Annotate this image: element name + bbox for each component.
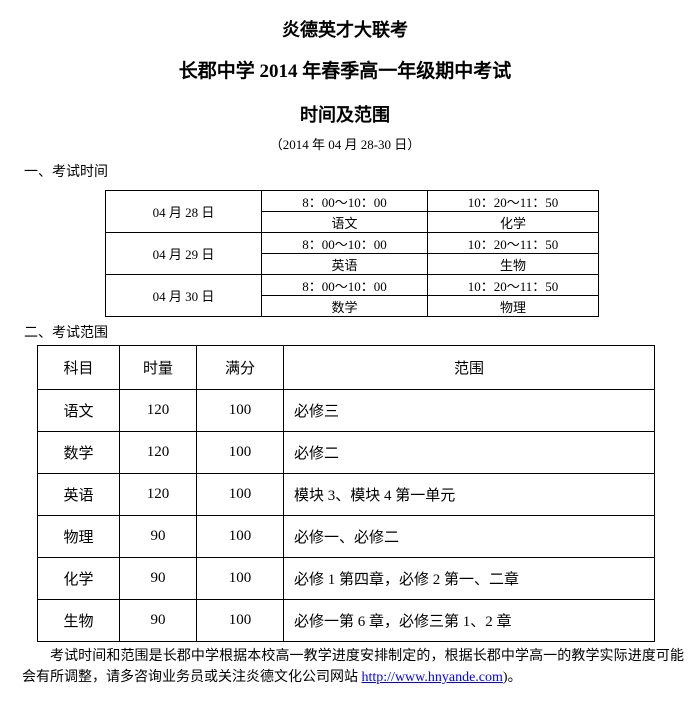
duration-cell: 90 (119, 557, 197, 600)
table-row: 04 月 28 日 8：00～10：00 10：20～11：50 (105, 190, 599, 233)
table-row: 语文 120 100 必修三 (37, 389, 655, 432)
hnyande-link[interactable]: http://www.hnyande.com (361, 670, 503, 685)
exam-time-cell: 10：20～11：50 (427, 232, 599, 254)
exam-scope-table: 科目 时量 满分 范围 语文 120 100 必修三 数学 120 100 必修… (37, 345, 655, 642)
footnote-text-before: 考试时间和范围是长郡中学根据本校高一教学进度安排制定的，根据长郡中学高一的教学实… (22, 649, 684, 685)
exam-subject-cell: 物理 (427, 295, 599, 317)
exam-subject-cell: 生物 (427, 253, 599, 275)
table-row: 04 月 30 日 8：00～10：00 10：20～11：50 (105, 274, 599, 317)
exam-time-cell: 8：00～10：00 (261, 232, 428, 254)
exam-time-cell: 10：20～11：50 (427, 190, 599, 212)
exam-date-cell: 04 月 30 日 (105, 274, 262, 317)
subject-cell: 生物 (37, 599, 120, 642)
scope-cell: 必修 1 第四章，必修 2 第一、二章 (283, 557, 655, 600)
subject-cell: 化学 (37, 557, 120, 600)
section-heading-exam-time: 一、考试时间 (24, 165, 108, 180)
exam-subject-cell: 化学 (427, 211, 599, 233)
page-subtitle: 长郡中学 2014 年春季高一年级期中考试 (178, 61, 512, 82)
table-row: 数学 120 100 必修二 (37, 431, 655, 474)
table-row: 化学 90 100 必修 1 第四章，必修 2 第一、二章 (37, 557, 655, 600)
scope-cell: 必修一第 6 章，必修三第 1、2 章 (283, 599, 655, 642)
scope-cell: 模块 3、模块 4 第一单元 (283, 473, 655, 516)
column-header-subject: 科目 (37, 345, 120, 390)
subject-cell: 物理 (37, 515, 120, 558)
subject-cell: 英语 (37, 473, 120, 516)
subject-cell: 数学 (37, 431, 120, 474)
scope-cell: 必修二 (283, 431, 655, 474)
footnote-text-after: )。 (502, 670, 522, 685)
full-score-cell: 100 (196, 431, 284, 474)
full-score-cell: 100 (196, 599, 284, 642)
exam-subject-cell: 英语 (261, 253, 428, 275)
date-range: （2014 年 04 月 28-30 日） (269, 137, 421, 152)
page-title: 炎德英才大联考 (282, 20, 408, 40)
exam-date-cell: 04 月 29 日 (105, 232, 262, 275)
table-row: 04 月 29 日 8：00～10：00 10：20～11：50 (105, 232, 599, 275)
scope-cell: 必修一、必修二 (283, 515, 655, 558)
full-score-cell: 100 (196, 473, 284, 516)
document-page: { "page": { "title_line1": "炎德英才大联考", "t… (0, 19, 690, 717)
exam-time-cell: 10：20～11：50 (427, 274, 599, 296)
full-score-cell: 100 (196, 389, 284, 432)
duration-cell: 120 (119, 389, 197, 432)
column-header-duration: 时量 (119, 345, 197, 390)
full-score-cell: 100 (196, 557, 284, 600)
table-row: 数学 物理 (106, 295, 599, 317)
exam-date-cell: 04 月 28 日 (105, 190, 262, 233)
table-header-row: 科目 时量 满分 范围 (37, 345, 655, 390)
full-score-cell: 100 (196, 515, 284, 558)
exam-time-cell: 8：00～10：00 (261, 190, 428, 212)
subject-cell: 语文 (37, 389, 120, 432)
exam-subject-cell: 数学 (261, 295, 428, 317)
table-row: 物理 90 100 必修一、必修二 (37, 515, 655, 558)
section-heading-exam-scope: 二、考试范围 (24, 326, 108, 341)
duration-cell: 120 (119, 431, 197, 474)
exam-subject-cell: 语文 (261, 211, 428, 233)
column-header-scope: 范围 (283, 345, 655, 390)
duration-cell: 120 (119, 473, 197, 516)
footnote: 考试时间和范围是长郡中学根据本校高一教学进度安排制定的，根据长郡中学高一的教学实… (22, 646, 684, 688)
table-row: 英语 120 100 模块 3、模块 4 第一单元 (37, 473, 655, 516)
exam-time-cell: 8：00～10：00 (261, 274, 428, 296)
exam-time-table: 04 月 28 日 8：00～10：00 10：20～11：50 语文 化学 0… (105, 190, 599, 317)
duration-cell: 90 (119, 515, 197, 558)
scope-cell: 必修三 (283, 389, 655, 432)
column-header-full-score: 满分 (196, 345, 284, 390)
table-row: 生物 90 100 必修一第 6 章，必修三第 1、2 章 (37, 599, 655, 642)
duration-cell: 90 (119, 599, 197, 642)
page-subtitle-2: 时间及范围 (300, 105, 390, 125)
